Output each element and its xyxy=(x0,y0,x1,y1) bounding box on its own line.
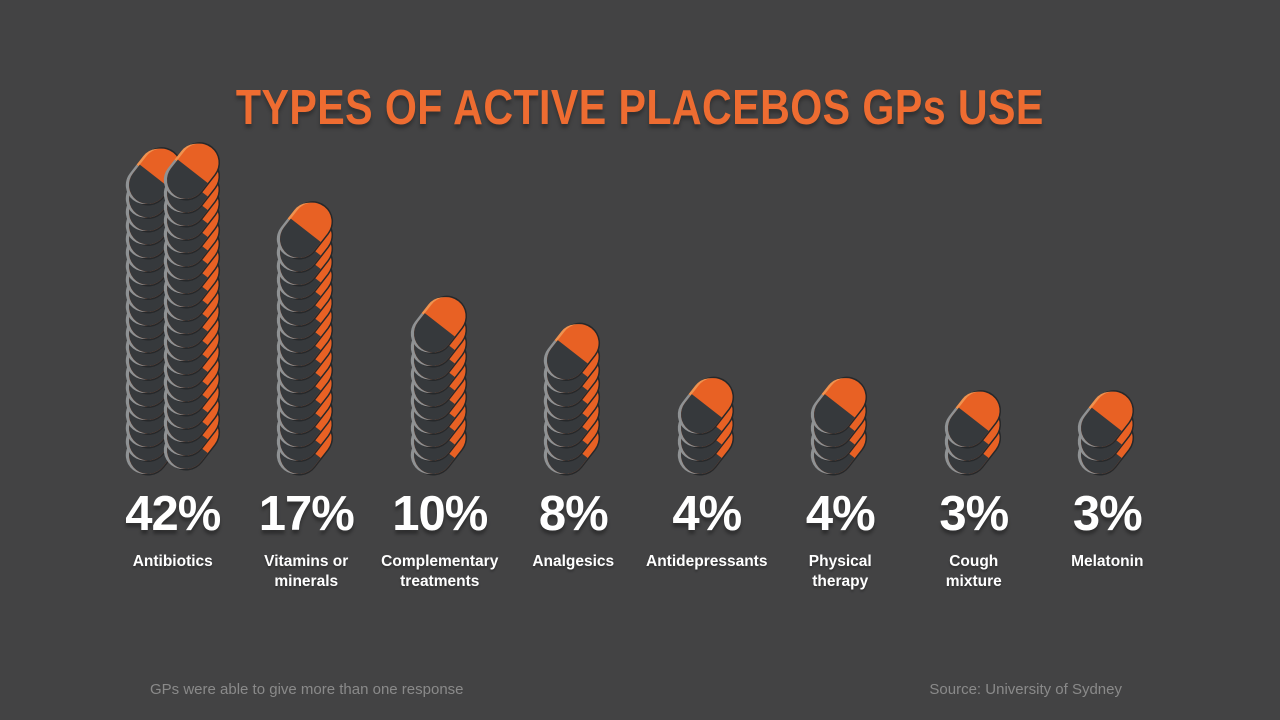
bar-column: 42% Antibiotics xyxy=(106,118,240,592)
value-label: 42% xyxy=(125,487,221,541)
category-label: Melatonin xyxy=(1071,553,1144,570)
value-label: 8% xyxy=(538,487,609,541)
bar-column: 3% Cough mixture xyxy=(907,118,1041,592)
pill-stack-bar xyxy=(1078,390,1135,476)
pill-stack-bar xyxy=(544,322,601,476)
chart-title: TYPES OF ACTIVE PLACEBOS GPs USE xyxy=(0,81,1280,136)
category-label: Antibiotics xyxy=(132,553,213,570)
pill-stack-bar xyxy=(125,142,220,476)
pill-stack-bar xyxy=(677,376,734,476)
value-label: 3% xyxy=(939,487,1009,541)
value-label: 4% xyxy=(672,487,742,541)
pill-stack-bar xyxy=(811,376,868,476)
category-label: Physical therapy xyxy=(808,553,872,590)
category-label: Antidepressants xyxy=(646,553,768,570)
bar-column: 4% Physical therapy xyxy=(774,118,908,592)
pill-stack-bar xyxy=(277,201,334,476)
category-label: Complementary treatments xyxy=(381,553,499,590)
bar-column: 17% Vitamins or minerals xyxy=(240,118,374,592)
chart-title-text: TYPES OF ACTIVE PLACEBOS GPs USE xyxy=(236,81,1044,135)
source-text: Source: University of Sydney xyxy=(929,681,1122,698)
footnote-text: GPs were able to give more than one resp… xyxy=(150,681,464,698)
bar-column: 8% Analgesics xyxy=(507,118,641,592)
bar-column: 3% Melatonin xyxy=(1041,118,1175,592)
category-label: Vitamins or minerals xyxy=(264,553,349,590)
value-label: 4% xyxy=(805,487,876,541)
category-label: Analgesics xyxy=(532,553,615,570)
category-label: Cough mixture xyxy=(945,553,1002,590)
value-label: 10% xyxy=(392,487,488,541)
bar-column: 4% Antidepressants xyxy=(640,118,774,592)
pill-stack-bar xyxy=(944,390,1001,476)
value-label: 17% xyxy=(258,487,355,541)
pill-bar-chart: 42% Antibiotics 17% Vitamins or minerals 10%… xyxy=(106,118,1174,592)
bar-column: 10% Complementary treatments xyxy=(373,118,507,592)
value-label: 3% xyxy=(1072,487,1143,541)
pill-stack-bar xyxy=(410,295,467,476)
